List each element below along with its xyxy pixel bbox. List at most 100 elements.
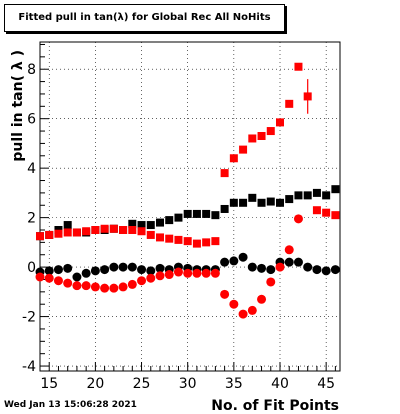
data-point xyxy=(72,281,82,291)
y-tick-label: 8 xyxy=(27,62,36,78)
data-point xyxy=(164,270,174,280)
data-point xyxy=(312,188,321,197)
x-tick-label: 35 xyxy=(225,376,243,392)
y-tick-label: 0 xyxy=(27,260,36,276)
data-point xyxy=(156,233,164,242)
x-axis-label: No. of Fit Points xyxy=(211,398,339,414)
data-point xyxy=(137,276,147,286)
data-point xyxy=(53,265,63,275)
data-point xyxy=(128,226,137,234)
data-point xyxy=(183,237,192,246)
data-point xyxy=(146,266,156,276)
y-tick-label: 2 xyxy=(27,211,36,227)
data-point xyxy=(239,145,248,154)
data-point xyxy=(35,272,45,282)
x-tick-label: 45 xyxy=(317,376,335,392)
data-point xyxy=(202,209,211,218)
data-point xyxy=(100,265,110,275)
data-point xyxy=(174,235,183,244)
data-series xyxy=(36,62,340,248)
data-point xyxy=(303,262,313,272)
data-point xyxy=(44,273,54,283)
data-point xyxy=(257,132,266,140)
data-point xyxy=(100,224,109,233)
data-point xyxy=(322,191,331,200)
data-point xyxy=(165,216,174,225)
data-point xyxy=(284,257,294,267)
data-point xyxy=(229,198,238,207)
tick-labels: 15 20 25 30 35 40 45 -4 -2 0 2 4 6 8 xyxy=(22,62,335,392)
data-series xyxy=(36,185,340,241)
data-point xyxy=(201,268,211,278)
data-point xyxy=(128,219,137,228)
data-point xyxy=(303,92,312,101)
data-point xyxy=(146,273,156,283)
data-point xyxy=(247,305,257,315)
data-point xyxy=(53,276,63,286)
data-point xyxy=(312,265,322,275)
data-point xyxy=(109,224,118,233)
data-point xyxy=(285,195,294,204)
data-point xyxy=(81,268,91,278)
x-tick-label: 30 xyxy=(179,376,197,392)
y-tick-label: -2 xyxy=(22,310,36,326)
data-point xyxy=(211,237,220,246)
data-point xyxy=(229,256,239,266)
y-tick-label: 4 xyxy=(27,161,36,177)
data-point xyxy=(321,266,331,276)
data-point xyxy=(183,268,193,278)
data-point xyxy=(238,309,248,319)
data-point xyxy=(82,227,91,236)
data-point xyxy=(293,214,303,224)
data-point xyxy=(137,227,146,236)
data-point xyxy=(91,226,100,234)
data-point xyxy=(63,228,72,237)
data-point xyxy=(119,226,128,234)
y-tick-label: 6 xyxy=(27,112,36,128)
x-tick-label: 40 xyxy=(271,376,289,392)
x-tick-label: 15 xyxy=(40,376,58,392)
data-point xyxy=(285,99,294,108)
data-point xyxy=(211,211,220,220)
data-point xyxy=(63,278,73,288)
x-tick-label: 25 xyxy=(133,376,151,392)
data-series xyxy=(35,214,303,319)
data-point xyxy=(266,277,276,287)
chart-title: Fitted pull in tan(λ) for Global Rec All… xyxy=(4,4,285,32)
data-point xyxy=(63,263,73,273)
data-point xyxy=(229,154,238,163)
data-point xyxy=(330,265,340,275)
data-point xyxy=(118,262,128,272)
data-point xyxy=(266,127,275,136)
data-point xyxy=(146,230,155,239)
data-point xyxy=(331,185,340,194)
x-tick-label: 20 xyxy=(86,376,104,392)
data-point xyxy=(220,204,229,213)
data-point xyxy=(303,191,312,200)
data-point xyxy=(202,238,211,247)
timestamp: Wed Jan 13 15:06:28 2021 xyxy=(4,400,137,410)
data-point xyxy=(312,206,321,215)
data-point xyxy=(266,197,275,206)
data-point xyxy=(127,279,137,289)
grid-layer xyxy=(40,42,340,371)
y-axis-label: pull in tan( λ ) xyxy=(10,50,26,162)
data-point xyxy=(239,198,248,207)
data-point xyxy=(192,209,201,218)
data-point xyxy=(109,283,119,293)
data-point xyxy=(72,228,81,237)
data-point xyxy=(220,257,230,267)
data-point xyxy=(229,299,239,309)
data-point xyxy=(276,118,284,127)
data-point xyxy=(257,263,267,273)
data-point xyxy=(81,281,91,291)
data-point xyxy=(63,221,72,230)
data-point xyxy=(90,282,100,292)
data-point xyxy=(137,221,146,230)
data-point xyxy=(293,257,303,267)
data-point xyxy=(137,265,147,275)
data-point xyxy=(322,208,331,217)
data-point xyxy=(192,239,201,248)
data-point xyxy=(90,266,100,276)
